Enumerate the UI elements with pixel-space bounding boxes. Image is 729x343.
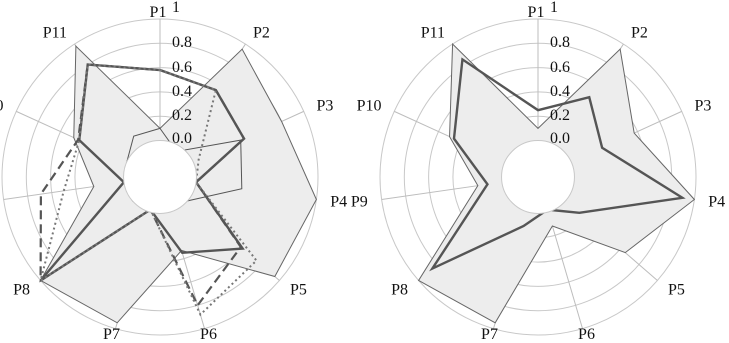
right-center-hole: [501, 140, 575, 214]
right-axis-label-P2: P2: [631, 24, 648, 41]
left-tick-label-2: 0.4: [172, 83, 192, 100]
right-tick-label-1: 0.2: [550, 107, 570, 124]
left-tick-label-4: 0.8: [172, 34, 192, 51]
left-axis-label-P5: P5: [290, 282, 307, 299]
left-tick-label-0: 0.0: [172, 130, 192, 147]
radar-chart-right: P1 P2 P3 P4 P5 P6 P7 P8 P9 P10 P11 0.0 0.2 0.4 0.6 0.8 1: [351, 0, 725, 343]
right-axis-label-P3: P3: [695, 98, 712, 115]
right-series-solid: [429, 57, 686, 272]
right-axis-label-P1: P1: [528, 4, 545, 21]
left-axis-label-P7: P7: [103, 326, 120, 343]
right-tick-label-5: 1: [550, 0, 558, 16]
left-series-dotted: [38, 63, 258, 317]
left-center-hole: [123, 140, 197, 214]
right-tick-label-2: 0.4: [550, 83, 570, 100]
left-axis-label-P8: P8: [13, 282, 30, 299]
right-tick-label-0: 0.0: [550, 130, 570, 147]
right-tick-label-4: 0.8: [550, 34, 570, 51]
left-axis-label-P10: P10: [0, 98, 4, 115]
right-axis-label-P6: P6: [578, 326, 595, 343]
right-tick-label-3: 0.6: [550, 59, 570, 76]
left-axis-label-P11: P11: [43, 24, 67, 41]
left-tick-label-3: 0.6: [172, 59, 192, 76]
right-axis-label-P10: P10: [357, 98, 382, 115]
left-axis-label-P6: P6: [200, 326, 217, 343]
right-axis-label-P7: P7: [481, 326, 498, 343]
right-axis-label-P5: P5: [668, 282, 685, 299]
right-spoke-P6: [547, 211, 583, 329]
right-axis-label-P9: P9: [351, 194, 368, 211]
left-axis-label-P4: P4: [330, 194, 347, 211]
left-axis-label-P3: P3: [317, 98, 334, 115]
left-tick-label-1: 0.2: [172, 107, 192, 124]
left-axis-label-P1: P1: [150, 4, 167, 21]
right-axis-label-P8: P8: [391, 282, 408, 299]
right-axis-label-P4: P4: [708, 194, 725, 211]
right-axis-label-P11: P11: [421, 24, 445, 41]
left-axis-label-P2: P2: [253, 24, 270, 41]
left-tick-label-5: 1: [172, 0, 180, 16]
